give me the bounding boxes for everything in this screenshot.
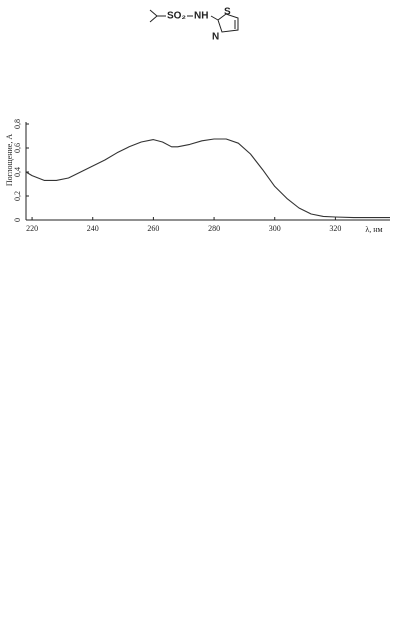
structure-label: N [212,32,219,43]
spectrum-line [25,138,390,219]
x-tick-label: 280 [208,224,220,233]
y-tick-label: 0,6 [13,143,22,153]
structure: SO₂ NH S N [149,7,239,43]
x-tick-label: 220 [26,224,38,233]
x-tick-label: 260 [147,224,159,233]
y-tick-label: 0,2 [13,191,22,201]
y-tick-label: 0 [13,218,22,222]
structure-label: S [224,7,231,18]
y-tick-label: 0,8 [13,119,22,129]
x-axis-label: λ, нм [365,225,382,234]
structure-label: SO₂ [167,11,186,22]
thiazole-ring [217,13,239,33]
y-axis-label: Поглощение, A [5,134,14,186]
bond [149,9,158,17]
bond [210,15,219,21]
x-tick-label: 300 [269,224,281,233]
bond [149,15,158,23]
y-tick-label: 0,4 [13,167,22,177]
structure-label: NH [194,11,208,22]
x-tick-label: 240 [87,224,99,233]
x-tick-label: 320 [329,224,341,233]
